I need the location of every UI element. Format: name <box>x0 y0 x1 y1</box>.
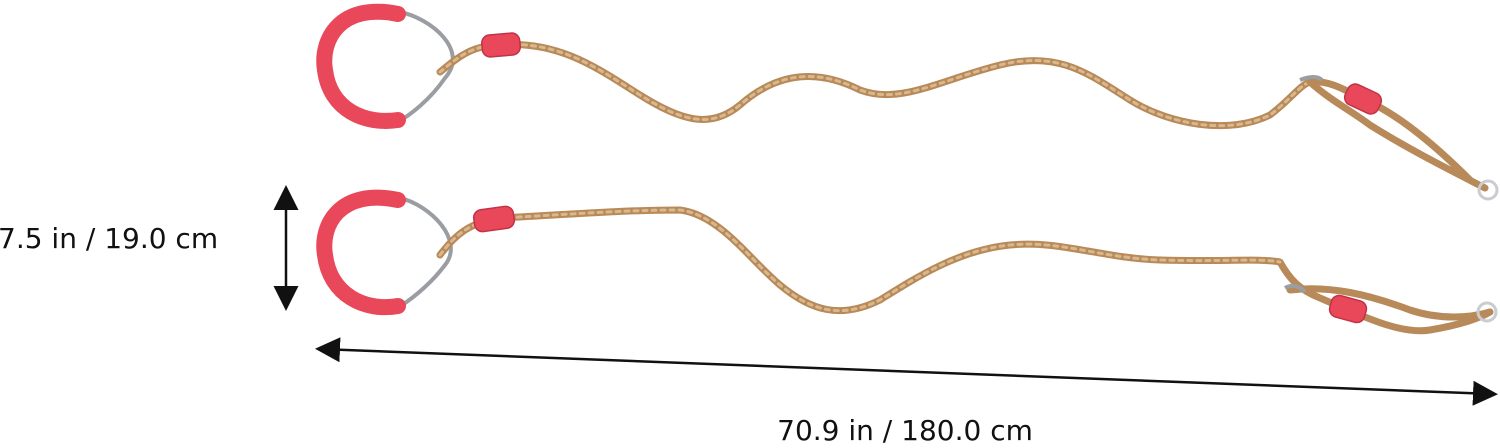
height-label: 7.5 in / 19.0 cm <box>0 222 218 255</box>
ring-rope-top <box>316 3 1499 201</box>
ring-rope-bottom <box>316 189 1498 335</box>
length-arrow <box>315 337 1498 406</box>
length-label: 70.9 in / 180.0 cm <box>777 414 1033 447</box>
